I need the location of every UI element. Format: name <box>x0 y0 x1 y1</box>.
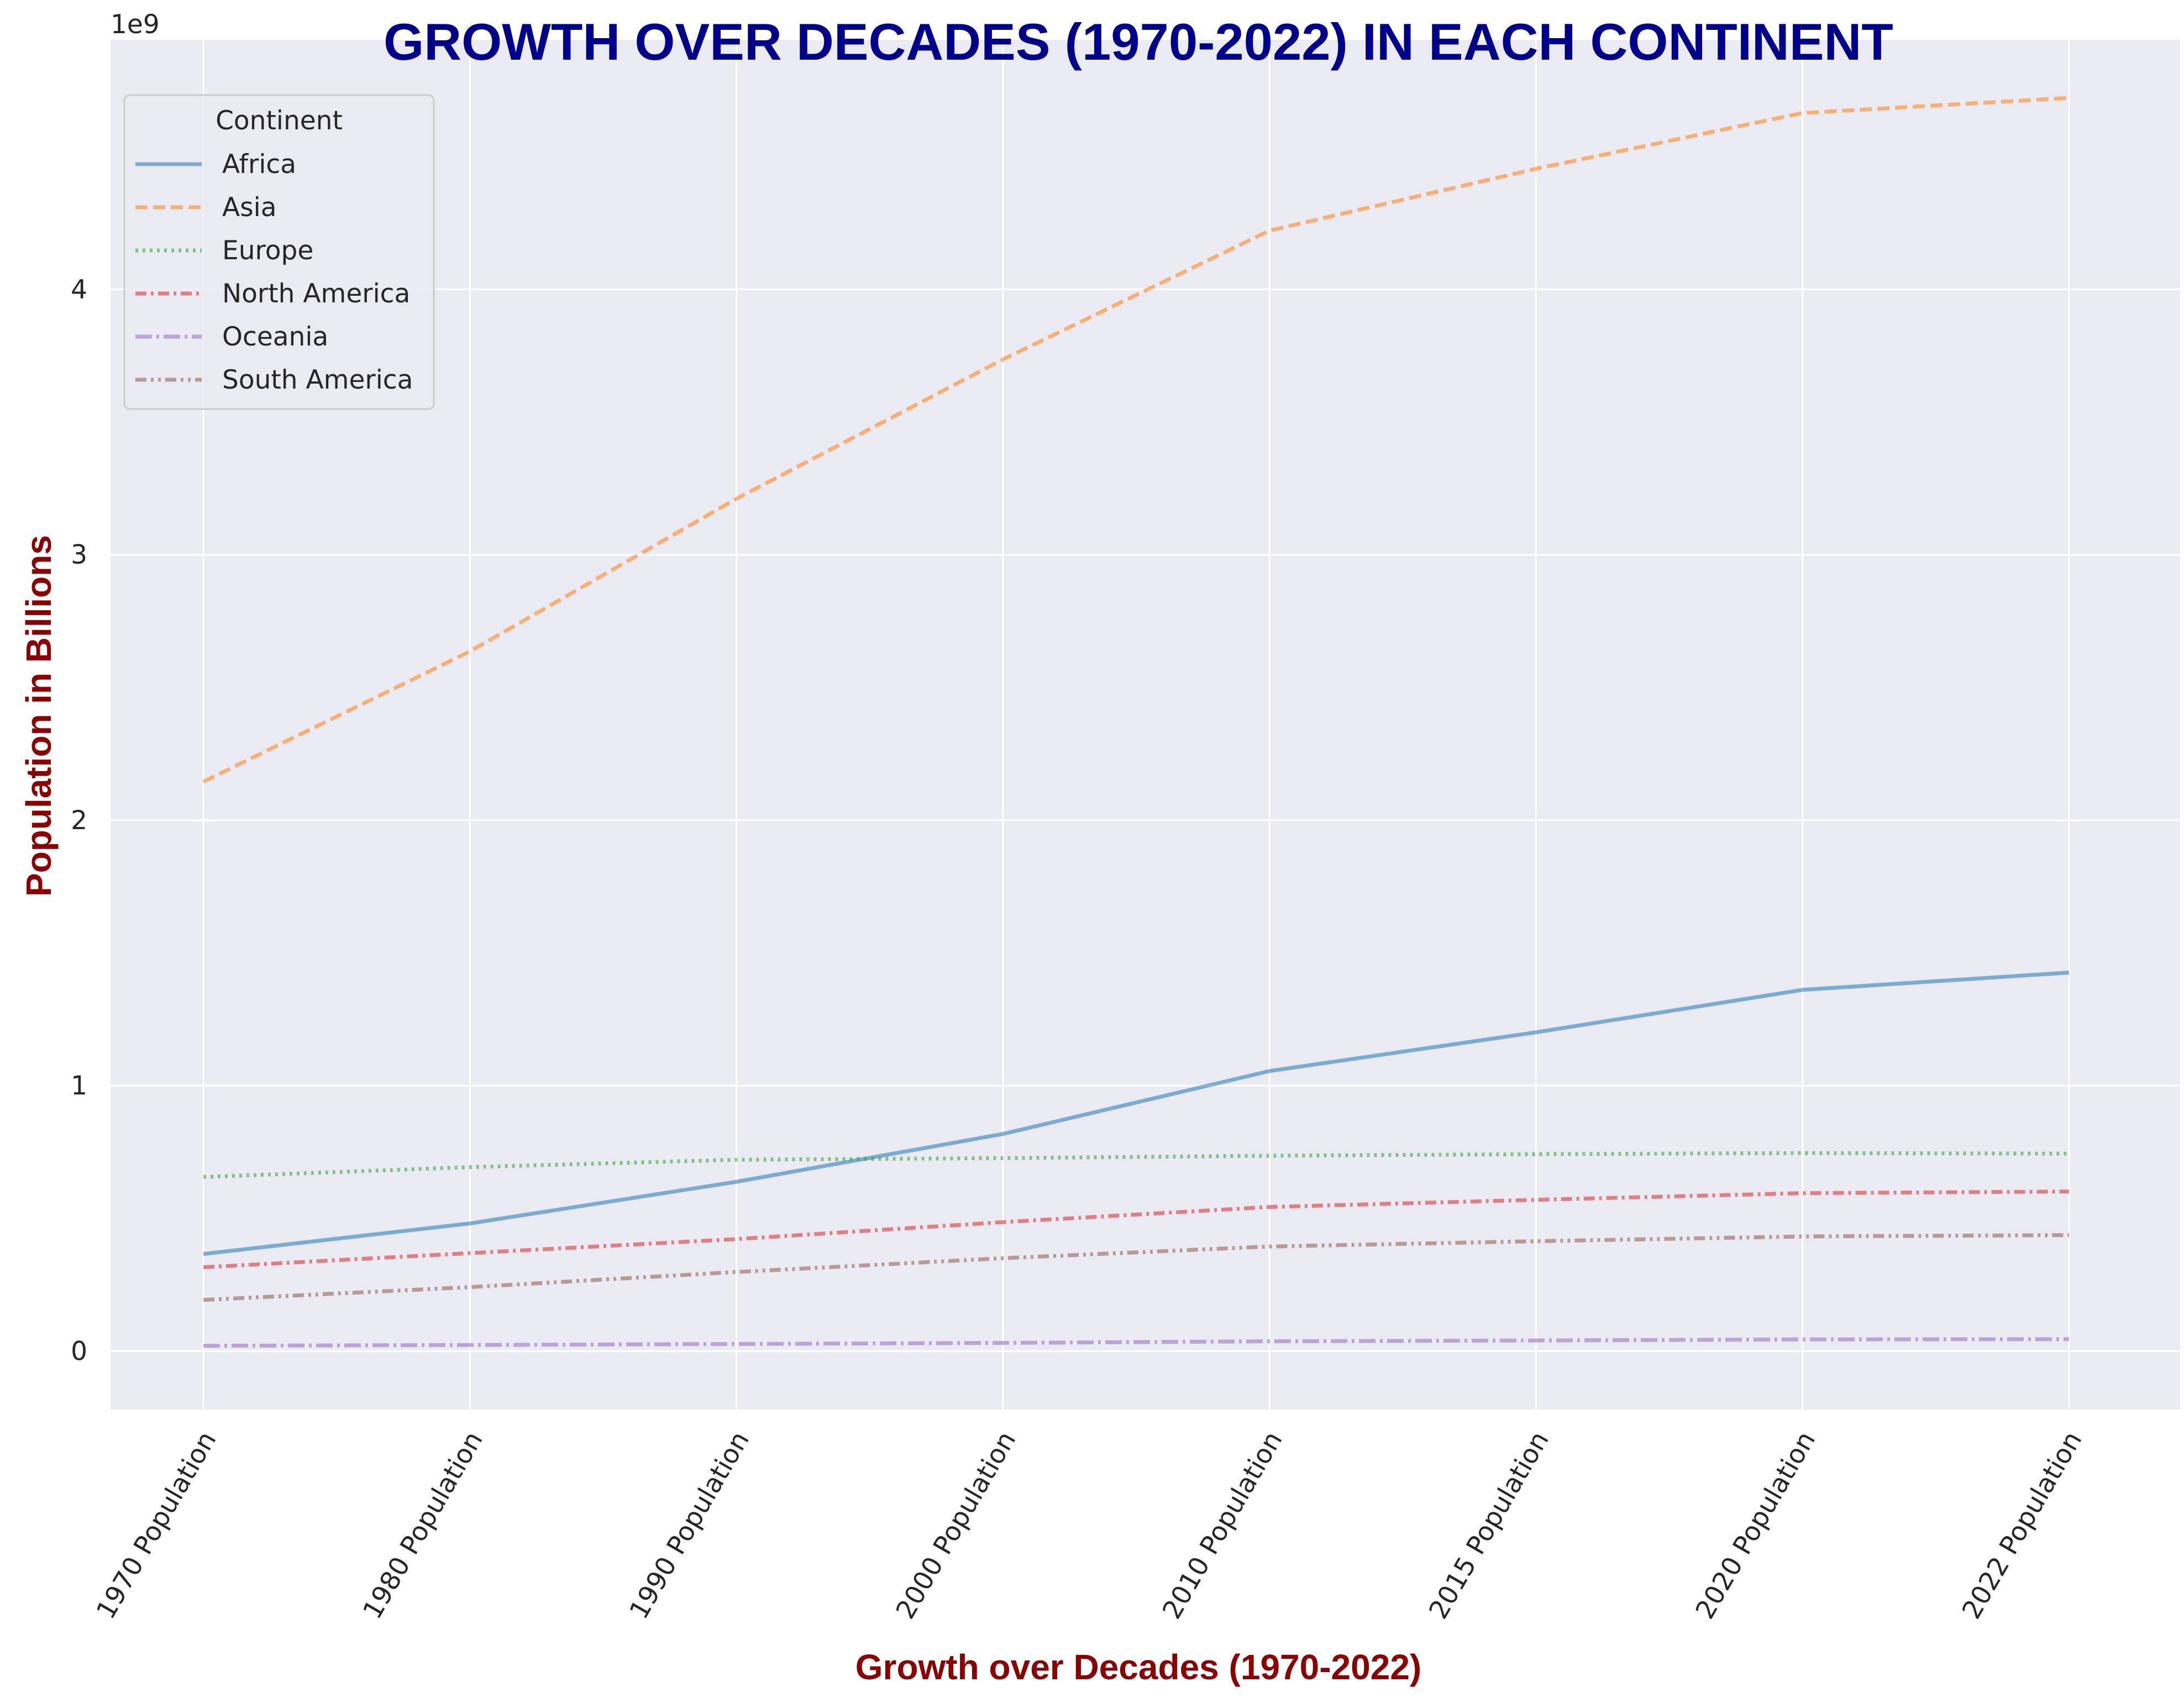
x-tick-label: 1980 Population <box>357 1427 489 1625</box>
legend-label: North America <box>222 279 410 309</box>
x-tick-label: 1990 Population <box>624 1427 755 1625</box>
x-tick-label: 2020 Population <box>1690 1427 1821 1625</box>
y-tick-label: 0 <box>71 1336 87 1366</box>
legend-label: Europe <box>222 235 313 266</box>
series-line-africa <box>203 971 2070 1256</box>
x-tick-label: 2000 Population <box>890 1427 1022 1625</box>
legend-label: Asia <box>222 192 277 223</box>
legend-label: Oceania <box>222 322 328 352</box>
series-line-oceania <box>203 1337 2070 1348</box>
plot-area <box>111 40 2180 1410</box>
x-tick-labels: 1970 Population 1980 Population 1990 Popul… <box>91 1427 2088 1625</box>
legend-label: Africa <box>222 149 296 180</box>
y-tick-label: 3 <box>71 540 87 570</box>
x-axis-label: Growth over Decades (1970-2022) <box>855 1647 1421 1687</box>
x-tick-label: 2010 Population <box>1157 1427 1288 1625</box>
y-offset-label: 1e9 <box>111 9 160 40</box>
y-tick-label: 4 <box>71 274 87 305</box>
series-line-europe <box>203 1151 2070 1179</box>
x-tick-label: 2022 Population <box>1956 1427 2088 1625</box>
chart-title: GROWTH OVER DECADES (1970-2022) IN EACH … <box>384 13 1893 71</box>
legend-entries: Africa Asia Europe North America Oceania Sout… <box>135 149 413 395</box>
legend-label: South America <box>222 365 413 395</box>
series-lines <box>202 96 2070 1348</box>
y-tick-label: 2 <box>71 805 87 836</box>
series-line-asia <box>202 96 2070 784</box>
y-axis-label: Population in Billions <box>19 535 59 897</box>
y-tick-labels: 0 1 2 3 4 <box>71 274 87 1366</box>
series-line-south-america <box>203 1233 2070 1302</box>
series-line-north-america <box>203 1190 2070 1270</box>
legend: Continent Africa Asia Europe North America O… <box>123 94 435 410</box>
legend-box <box>123 94 435 410</box>
x-tick-label: 1970 Population <box>91 1427 222 1625</box>
y-tick-label: 1 <box>71 1071 87 1101</box>
x-tick-label: 2015 Population <box>1423 1427 1555 1625</box>
legend-title: Continent <box>216 106 343 136</box>
